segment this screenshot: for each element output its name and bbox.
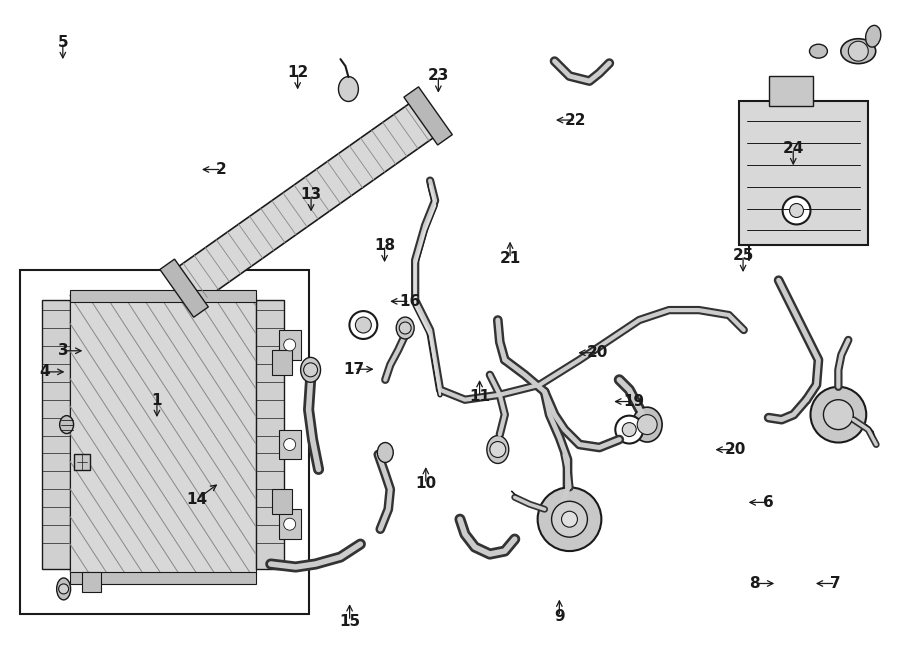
Bar (20, 270, 309, 614)
Bar (41, 300, 69, 569)
Bar (69, 572, 256, 584)
Text: 18: 18 (374, 238, 395, 253)
Polygon shape (160, 259, 208, 317)
Bar (69, 290, 256, 302)
Ellipse shape (487, 436, 508, 463)
Ellipse shape (841, 39, 876, 64)
Polygon shape (172, 99, 440, 305)
Text: 16: 16 (399, 294, 420, 309)
Text: 15: 15 (339, 614, 360, 628)
Circle shape (400, 322, 411, 334)
Bar (279, 509, 301, 539)
Circle shape (284, 339, 296, 351)
Circle shape (789, 203, 804, 218)
Text: 7: 7 (830, 576, 841, 591)
Bar (272, 489, 292, 514)
Ellipse shape (57, 578, 70, 600)
Bar (769, 76, 814, 106)
Circle shape (58, 584, 68, 594)
Circle shape (537, 487, 601, 551)
Text: 19: 19 (623, 394, 644, 409)
Bar (74, 455, 89, 471)
Bar (69, 295, 256, 574)
Bar (69, 295, 256, 574)
Circle shape (849, 41, 868, 61)
Circle shape (637, 414, 657, 434)
Circle shape (783, 197, 811, 224)
Text: 24: 24 (783, 141, 804, 156)
Text: 13: 13 (301, 187, 321, 202)
Text: 25: 25 (733, 248, 754, 263)
Ellipse shape (338, 77, 358, 101)
Text: 10: 10 (415, 477, 436, 491)
Text: 9: 9 (554, 609, 564, 624)
Circle shape (303, 363, 318, 377)
Text: 12: 12 (287, 65, 309, 80)
Circle shape (552, 501, 588, 537)
Circle shape (356, 317, 372, 333)
Circle shape (616, 416, 644, 444)
Bar (279, 430, 301, 459)
Text: 21: 21 (500, 251, 521, 266)
Bar (256, 300, 284, 569)
Text: 8: 8 (750, 576, 760, 591)
Text: 14: 14 (186, 492, 208, 506)
Circle shape (490, 442, 506, 457)
Bar (272, 350, 292, 375)
Ellipse shape (809, 44, 827, 58)
Text: 22: 22 (564, 113, 586, 128)
Ellipse shape (377, 442, 393, 463)
Text: 6: 6 (763, 495, 773, 510)
Bar (279, 330, 301, 360)
Circle shape (349, 311, 377, 339)
Bar (82, 572, 102, 592)
Text: 4: 4 (40, 364, 50, 379)
Ellipse shape (866, 25, 881, 47)
Ellipse shape (59, 416, 74, 434)
Text: 20: 20 (724, 442, 746, 457)
Circle shape (284, 438, 296, 451)
Text: 23: 23 (428, 68, 449, 83)
Bar (739, 101, 868, 246)
Text: 11: 11 (469, 389, 491, 404)
Circle shape (811, 387, 866, 442)
Polygon shape (404, 87, 453, 145)
Text: 2: 2 (216, 162, 227, 177)
Text: 3: 3 (58, 344, 68, 358)
Text: 1: 1 (152, 393, 162, 408)
Circle shape (824, 400, 853, 430)
Text: 20: 20 (587, 346, 608, 360)
Ellipse shape (396, 317, 414, 339)
Circle shape (622, 422, 636, 436)
Circle shape (562, 511, 578, 527)
Text: 5: 5 (58, 35, 68, 50)
Text: 17: 17 (344, 361, 364, 377)
Circle shape (284, 518, 296, 530)
Ellipse shape (632, 407, 662, 442)
Ellipse shape (301, 357, 320, 382)
